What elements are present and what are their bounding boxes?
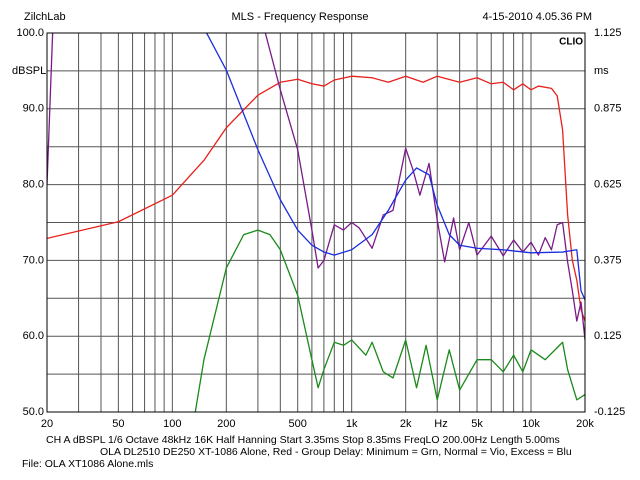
footer-line: File: OLA XT1086 Alone.mls	[22, 458, 153, 470]
y2-tick-label: 1.125	[594, 27, 622, 39]
y-tick-label: 50.0	[23, 406, 44, 418]
footer-line: OLA DL2510 DE250 XT-1086 Alone, Red - Gr…	[100, 446, 572, 458]
x-tick-label: 200	[217, 418, 235, 430]
x-tick-label: 20	[41, 418, 53, 430]
curve	[47, 75, 585, 322]
x-tick-label: 50	[112, 418, 124, 430]
x-tick-label: 500	[289, 418, 307, 430]
curve	[194, 229, 585, 412]
y-tick-label: 60.0	[23, 330, 44, 342]
badge: CLIO	[559, 37, 583, 48]
x-tick-label: 5k	[471, 418, 483, 430]
y2-tick-label: 0.875	[594, 103, 622, 115]
x-tick-label: 1k	[346, 418, 358, 430]
footer-line: CH A dBSPL 1/6 Octave 48kHz 16K Half Han…	[46, 434, 560, 446]
y2-axis-label: ms	[594, 65, 609, 77]
y2-tick-label: 0.625	[594, 179, 622, 191]
x-axis-label: Hz	[434, 418, 447, 430]
chart-title: MLS - Frequency Response	[232, 11, 369, 23]
y2-tick-label: 0.375	[594, 254, 622, 266]
y-tick-label: 100.0	[16, 27, 44, 39]
y-axis-label: dBSPL	[12, 65, 46, 77]
x-tick-label: 10k	[522, 418, 540, 430]
y-tick-label: 70.0	[23, 254, 44, 266]
y2-tick-label: 0.125	[594, 330, 622, 342]
y2-tick-label: -0.125	[594, 406, 625, 418]
y-tick-label: 80.0	[23, 179, 44, 191]
x-tick-label: 100	[163, 418, 181, 430]
y-tick-label: 90.0	[23, 103, 44, 115]
plot-border	[46, 32, 586, 413]
header-right: 4-15-2010 4.05.36 PM	[483, 11, 592, 23]
curve	[47, 33, 585, 341]
x-tick-label: 20k	[576, 418, 594, 430]
header-left: ZilchLab	[24, 11, 66, 23]
curve	[205, 33, 585, 301]
x-tick-label: 2k	[400, 418, 412, 430]
